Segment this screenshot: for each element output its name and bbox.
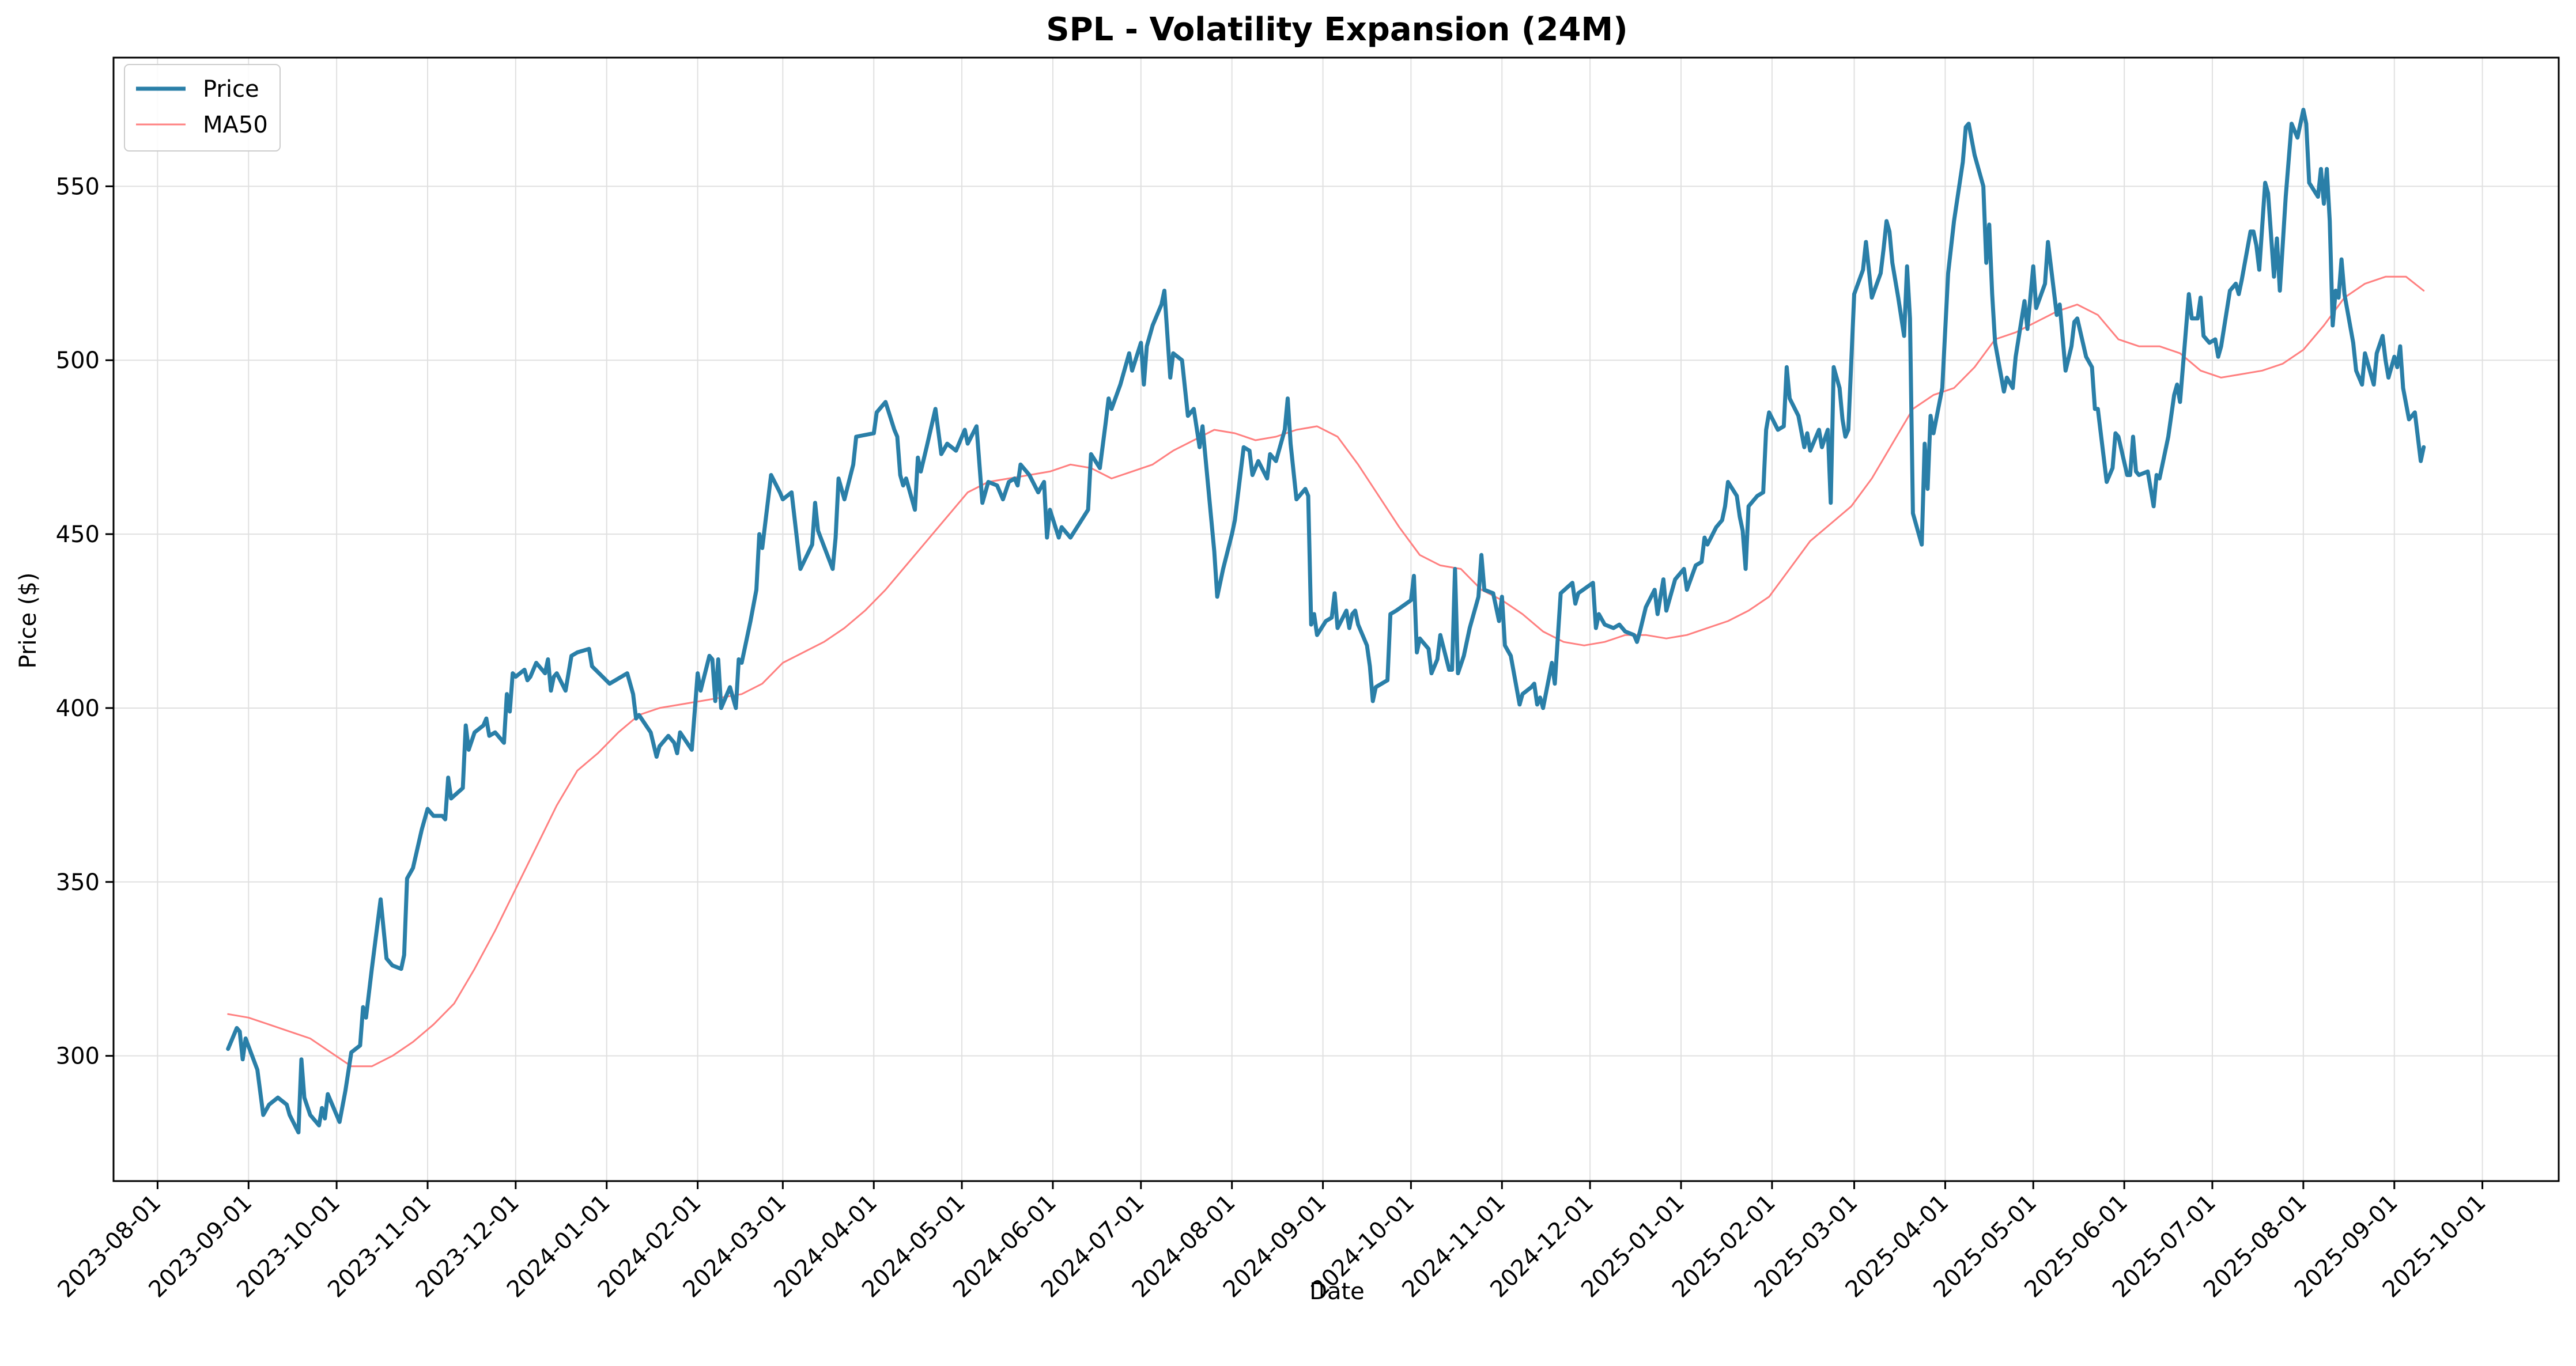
legend-label-ma50: MA50 (203, 112, 268, 138)
y-tick-label: 500 (56, 347, 100, 374)
plot-frame (112, 56, 2560, 1182)
chart-title: SPL - Volatility Expansion (24M) (1046, 11, 1627, 48)
y-tick-label: 450 (56, 521, 100, 548)
y-tick-label: 300 (56, 1043, 100, 1070)
legend-label-price: Price (203, 76, 259, 103)
y-tick-label: 350 (56, 869, 100, 896)
y-axis-label: Price ($) (15, 573, 41, 669)
legend: Price MA50 (124, 64, 281, 152)
grid-layer (114, 58, 2559, 1181)
series-line-price (226, 108, 2426, 1134)
y-tick-label: 550 (56, 173, 100, 200)
y-tick-label: 400 (56, 695, 100, 722)
legend-box (124, 64, 281, 152)
series-layer (226, 108, 2426, 1134)
x-axis-label: Date (1309, 1278, 1365, 1305)
